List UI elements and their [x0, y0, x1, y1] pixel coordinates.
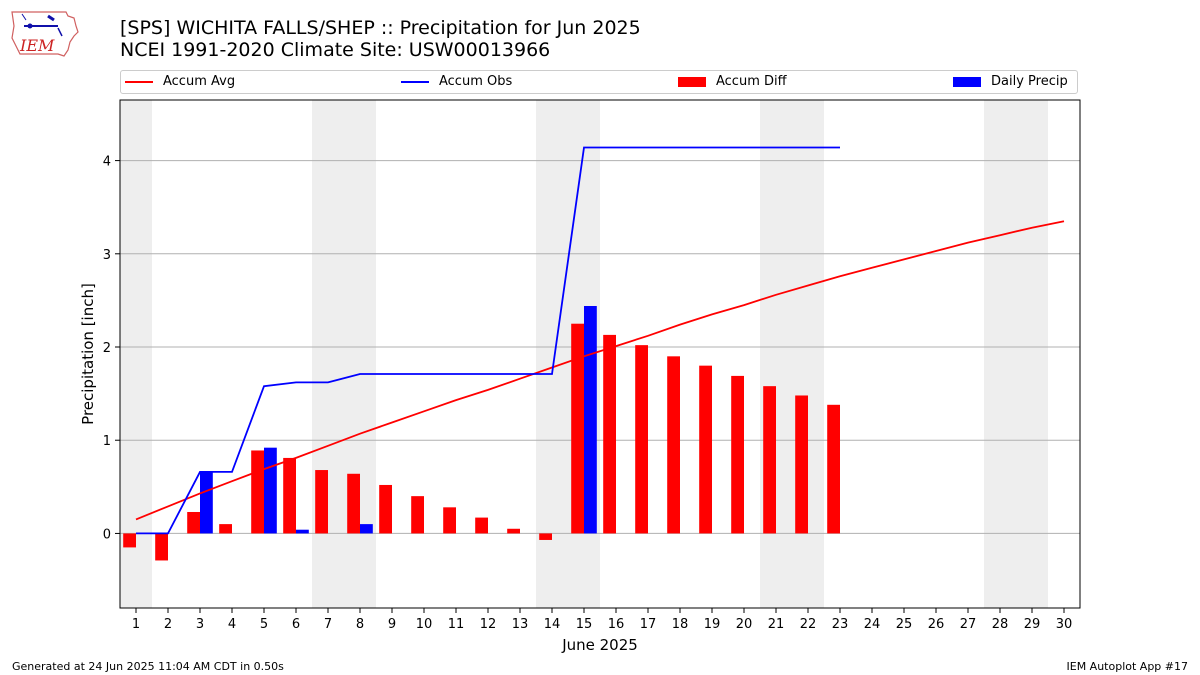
xtick-label-12: 12 — [480, 617, 497, 632]
xtick-label-10: 10 — [416, 617, 433, 632]
bar-accum-diff-day-23 — [827, 404, 840, 534]
legend-swatch-accum-obs — [401, 80, 429, 83]
legend-swatch-accum-avg — [125, 80, 153, 83]
bar-accum-diff-day-20 — [731, 375, 744, 534]
bar-daily-precip-day-8 — [360, 524, 373, 534]
xtick-label-5: 5 — [260, 617, 268, 632]
xtick-label-23: 23 — [832, 617, 849, 632]
xtick-label-15: 15 — [576, 617, 593, 632]
xtick-label-1: 1 — [132, 617, 140, 632]
ytick-label-0: 0 — [103, 527, 111, 542]
xtick-label-14: 14 — [544, 617, 561, 632]
line-accum-obs — [136, 146, 840, 535]
bar-accum-diff-day-4 — [219, 524, 232, 534]
xtick-label-6: 6 — [292, 617, 300, 632]
xtick-label-24: 24 — [864, 617, 881, 632]
xtick-label-8: 8 — [356, 617, 364, 632]
xtick-label-28: 28 — [992, 617, 1009, 632]
bar-accum-diff-day-11 — [443, 507, 456, 534]
bar-accum-diff-day-2 — [155, 533, 168, 561]
bar-accum-diff-day-9 — [379, 484, 392, 534]
xtick-label-16: 16 — [608, 617, 625, 632]
xtick-label-9: 9 — [388, 617, 396, 632]
bar-accum-diff-day-6 — [283, 457, 296, 534]
bar-accum-diff-day-18 — [667, 356, 680, 534]
ytick-label-2: 2 — [103, 341, 111, 356]
weekend-shade-3 — [760, 100, 824, 608]
bar-accum-diff-day-13 — [507, 528, 520, 534]
xtick-label-3: 3 — [196, 617, 204, 632]
x-axis-label: June 2025 — [561, 636, 638, 654]
bar-accum-diff-day-12 — [475, 517, 488, 534]
weekend-shade-1 — [312, 100, 376, 608]
legend-item-accum-diff: Accum Diff — [678, 74, 787, 90]
xtick-label-20: 20 — [736, 617, 753, 632]
legend-item-accum-obs: Accum Obs — [401, 74, 512, 90]
app-footer: IEM Autoplot App #17 — [1066, 660, 1189, 673]
legend-swatch-accum-diff — [678, 76, 706, 87]
xtick-label-7: 7 — [324, 617, 332, 632]
line-accum-avg — [135, 220, 1065, 521]
legend-label-accum-diff: Accum Diff — [716, 74, 787, 89]
ytick-label-3: 3 — [103, 248, 111, 263]
bar-accum-diff-day-19 — [699, 365, 712, 534]
bar-accum-diff-day-5 — [251, 450, 264, 534]
ytick-label-4: 4 — [103, 155, 111, 170]
bar-accum-diff-day-17 — [635, 345, 648, 534]
bar-accum-diff-day-15 — [571, 323, 584, 534]
xtick-label-21: 21 — [768, 617, 785, 632]
xtick-label-18: 18 — [672, 617, 689, 632]
bar-accum-diff-day-10 — [411, 496, 424, 534]
xtick-label-13: 13 — [512, 617, 529, 632]
xtick-label-25: 25 — [896, 617, 913, 632]
plot-frame — [119, 99, 1081, 609]
bar-accum-diff-day-7 — [315, 470, 328, 534]
xtick-label-2: 2 — [164, 617, 172, 632]
legend-label-accum-avg: Accum Avg — [163, 74, 236, 89]
legend-swatch-daily-precip — [953, 76, 981, 87]
xtick-label-19: 19 — [704, 617, 721, 632]
logo-text: IEM — [19, 36, 55, 55]
xtick-label-29: 29 — [1024, 617, 1041, 632]
legend: Accum Avg Accum Obs Accum Diff Daily Pre… — [120, 70, 1078, 94]
chart-subtitle: NCEI 1991-2020 Climate Site: USW00013966 — [120, 39, 551, 61]
xtick-label-30: 30 — [1056, 617, 1073, 632]
y-axis-label: Precipitation [inch] — [79, 283, 97, 425]
generated-footer: Generated at 24 Jun 2025 11:04 AM CDT in… — [12, 660, 284, 673]
legend-item-accum-avg: Accum Avg — [125, 74, 235, 90]
bar-accum-diff-day-21 — [763, 386, 776, 534]
iem-logo: IEM — [11, 11, 79, 57]
weekend-shade-4 — [984, 100, 1048, 608]
xtick-label-22: 22 — [800, 617, 817, 632]
bar-accum-diff-day-8 — [347, 473, 360, 534]
legend-item-daily-precip: Daily Precip — [953, 74, 1068, 90]
bar-daily-precip-day-6 — [296, 529, 309, 534]
xtick-label-17: 17 — [640, 617, 657, 632]
bar-accum-diff-day-16 — [603, 334, 616, 534]
legend-label-accum-obs: Accum Obs — [439, 74, 513, 89]
ytick-label-1: 1 — [103, 434, 111, 449]
bar-daily-precip-day-3 — [200, 471, 213, 534]
weekend-shade-2 — [536, 100, 600, 608]
xtick-label-4: 4 — [228, 617, 236, 632]
xtick-label-11: 11 — [448, 617, 465, 632]
xtick-label-27: 27 — [960, 617, 977, 632]
xtick-label-26: 26 — [928, 617, 945, 632]
weekend-shade-0 — [120, 100, 152, 608]
chart-title: [SPS] WICHITA FALLS/SHEP :: Precipitatio… — [120, 17, 641, 39]
legend-label-daily-precip: Daily Precip — [991, 74, 1068, 89]
bar-daily-precip-day-5 — [264, 447, 277, 534]
bar-accum-diff-day-14 — [539, 533, 552, 540]
bar-accum-diff-day-1 — [123, 533, 136, 548]
bar-accum-diff-day-3 — [187, 511, 200, 534]
bar-daily-precip-day-15 — [584, 305, 597, 534]
bar-accum-diff-day-22 — [795, 395, 808, 534]
